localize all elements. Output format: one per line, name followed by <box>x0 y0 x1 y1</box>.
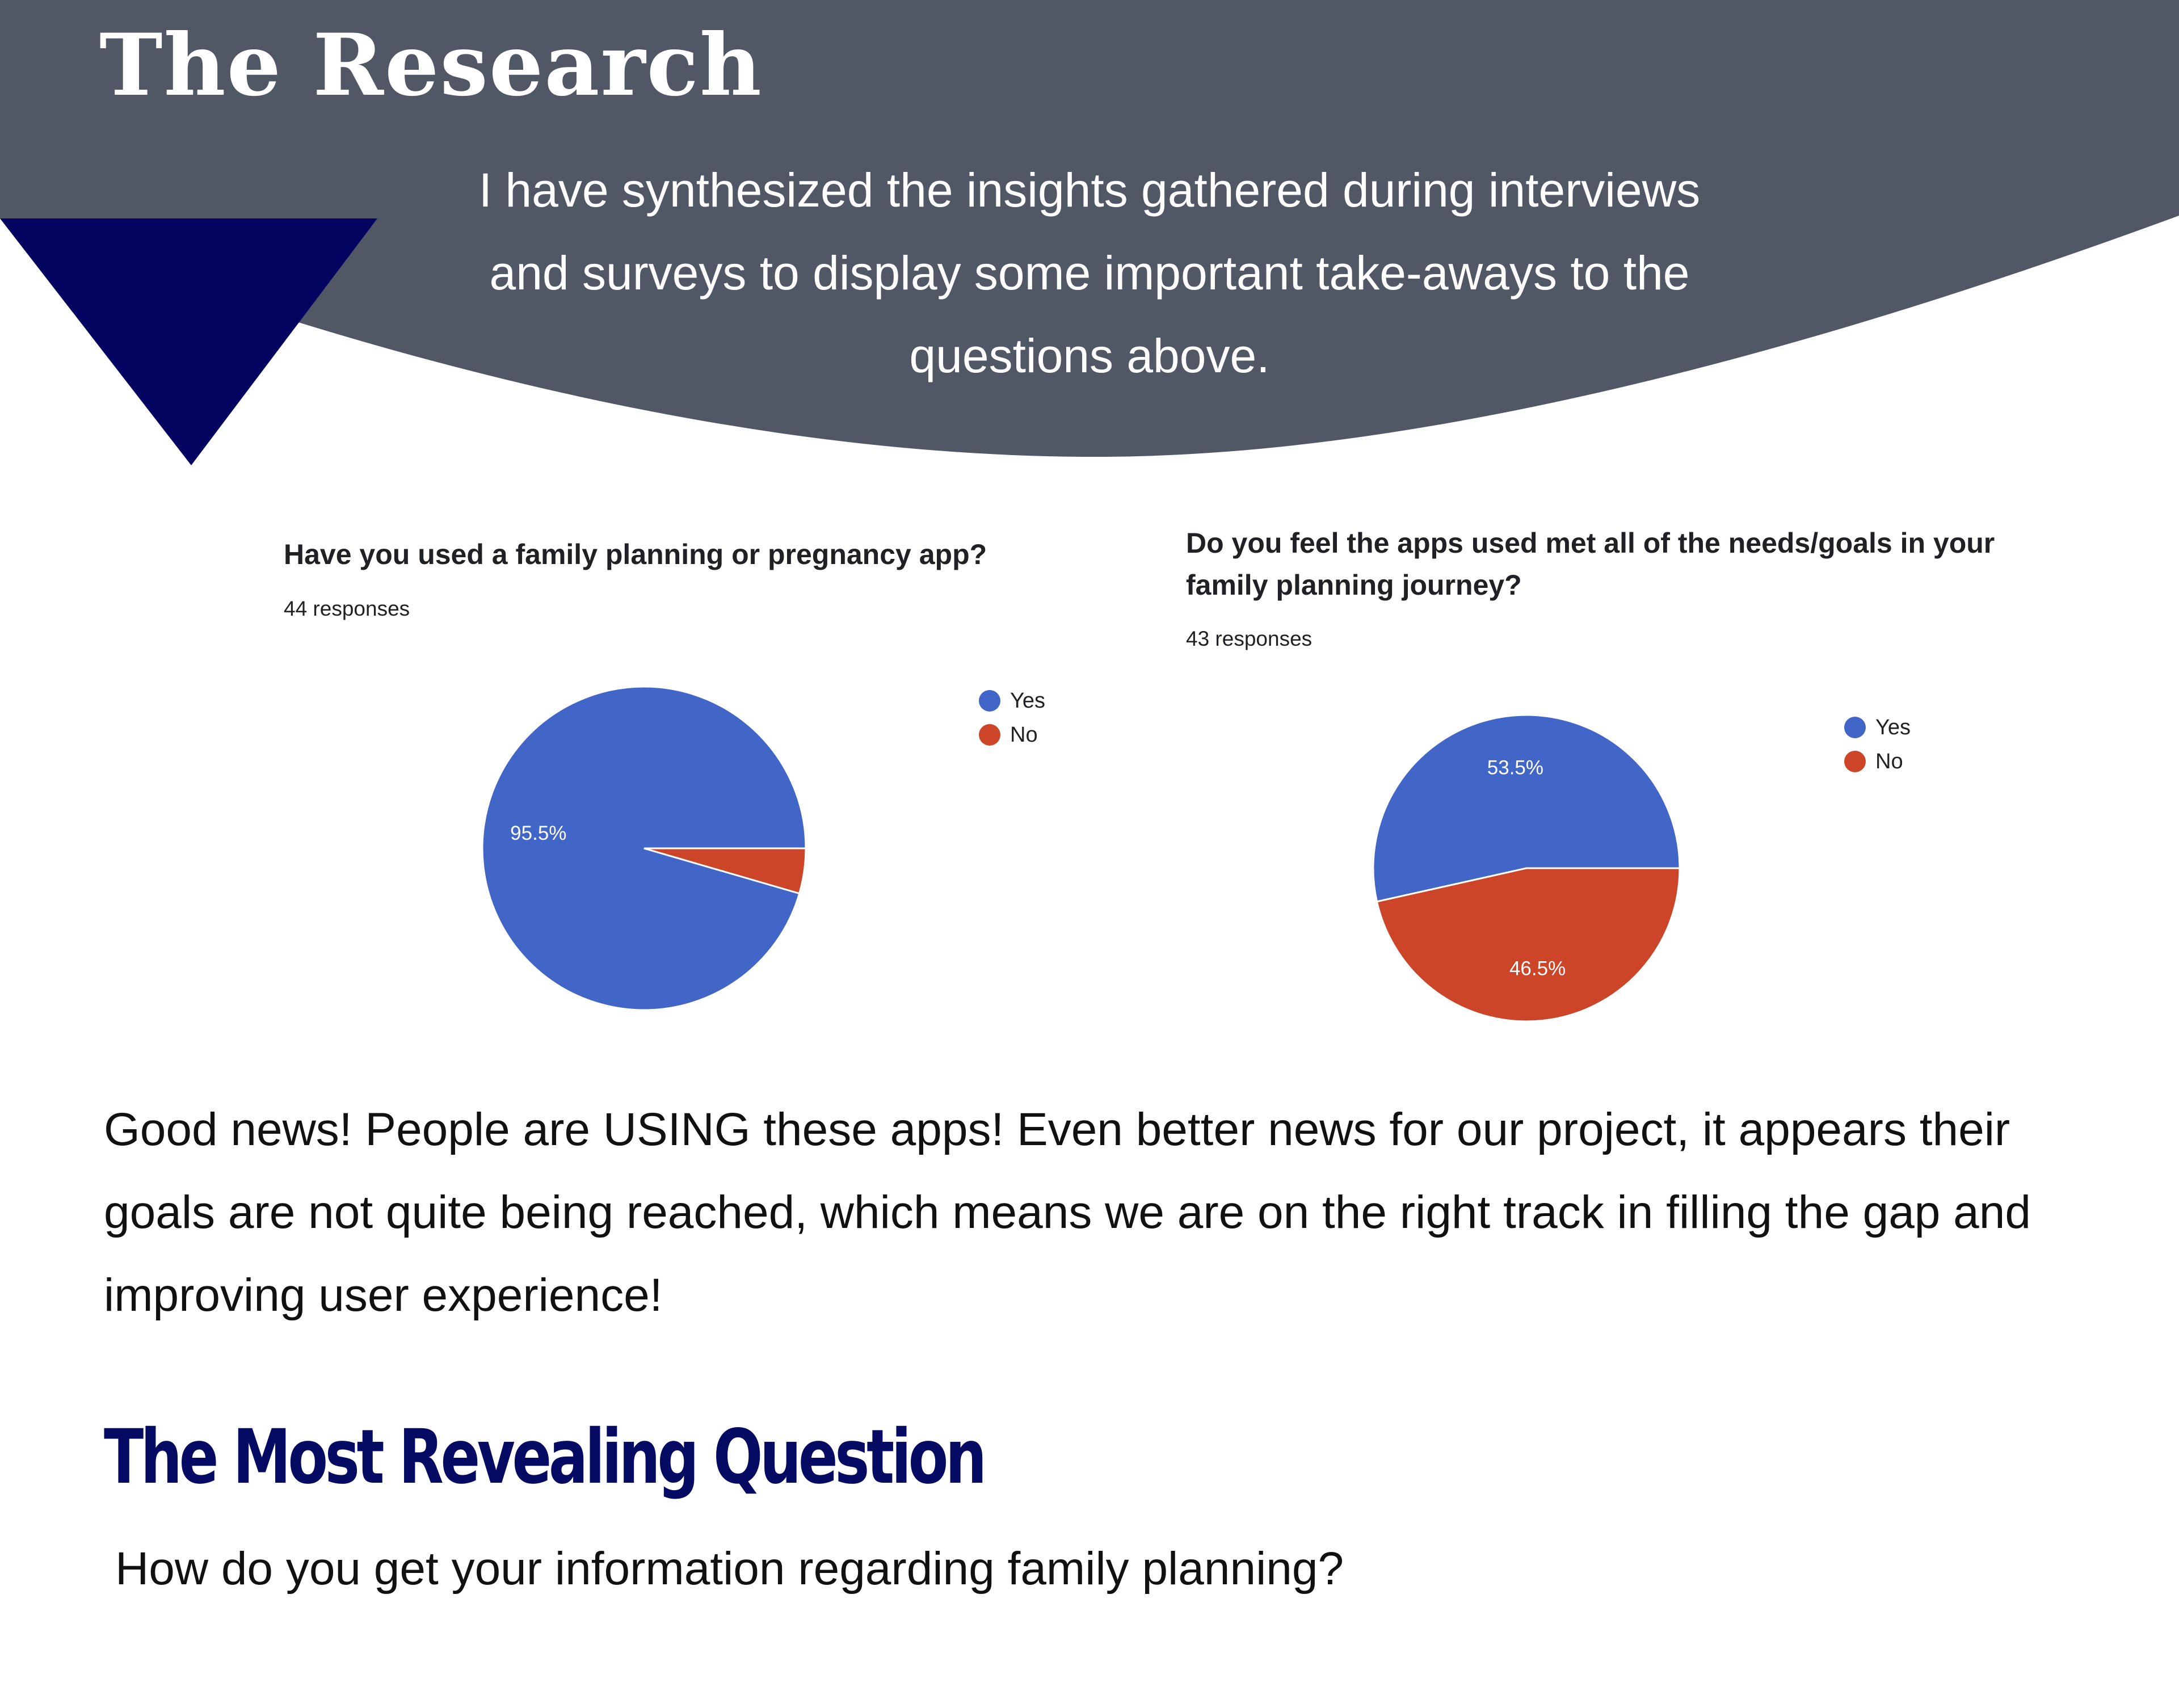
question-text: How do you get your information regardin… <box>115 1543 1344 1595</box>
section-title: The Most Revealing Question <box>104 1413 987 1501</box>
pie-plot: 95.5% <box>481 685 807 1011</box>
data-label-yes: 53.5% <box>1487 756 1543 779</box>
pie-chart-app-usage: Have you used a family planning or pregn… <box>278 522 1152 1033</box>
legend-dot-icon <box>979 724 1000 746</box>
pie-slice-no <box>643 847 807 895</box>
header-band <box>0 0 2179 457</box>
response-count: 43 responses <box>1186 627 1313 650</box>
legend-dot-icon <box>1844 717 1866 738</box>
legend-label: Yes <box>1875 715 1911 739</box>
chart-legend: Yes No <box>1844 710 1911 779</box>
body-text: Good news! People are USING these apps! … <box>104 1104 2031 1321</box>
response-count: 44 responses <box>284 597 410 620</box>
pie-slice-yes <box>1372 714 1681 903</box>
pie-slice-no <box>1375 867 1681 1023</box>
legend-label: No <box>1010 722 1038 747</box>
data-label-no: 46.5% <box>1509 958 1566 980</box>
chart-title: Have you used a family planning or pregn… <box>284 539 987 570</box>
legend-item-no: No <box>979 718 1045 752</box>
legend-dot-icon <box>979 690 1000 712</box>
legend-item-no: No <box>1844 744 1911 779</box>
chart-title: Do you feel the apps used met all of the… <box>1186 527 1995 601</box>
pie-plot: 53.5% 46.5% <box>1372 714 1681 1023</box>
legend-item-yes: Yes <box>979 684 1045 718</box>
accent-triangle <box>0 218 377 465</box>
legend-dot-icon <box>1844 751 1866 772</box>
page-title: The Research <box>99 15 763 115</box>
intro-text: I have synthesized the insights gathered… <box>478 163 1701 382</box>
data-label-yes: 95.5% <box>510 822 566 844</box>
chart-legend: Yes No <box>979 684 1045 752</box>
pie-chart-needs-met: Do you feel the apps used met all of the… <box>1180 522 2145 1033</box>
legend-item-yes: Yes <box>1844 710 1911 744</box>
legend-label: No <box>1875 749 1903 773</box>
legend-label: Yes <box>1010 688 1045 713</box>
